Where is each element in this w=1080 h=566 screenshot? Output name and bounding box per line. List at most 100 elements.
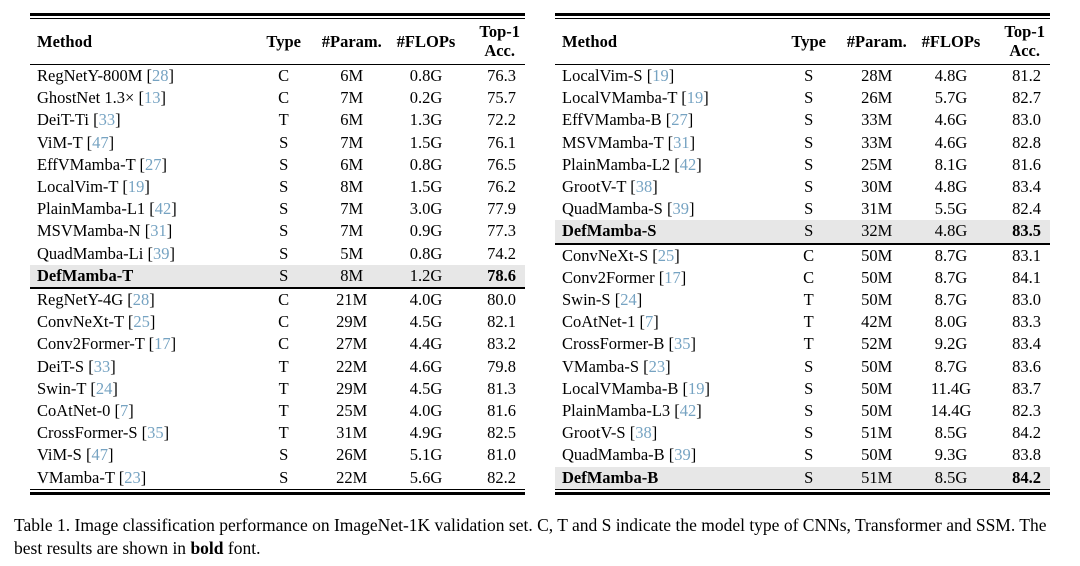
top1-acc-cell: 75.7	[487, 88, 516, 108]
flops-cell: 0.8G	[409, 66, 443, 85]
top1-acc-cell: 81.3	[487, 378, 516, 398]
params-cell: 33M	[861, 132, 893, 152]
type-cell: S	[279, 132, 289, 152]
flops-cell: 4.5G	[409, 312, 443, 332]
citation-ref: 28	[152, 66, 169, 85]
method-cell: LocalVim-S [19]	[562, 66, 675, 85]
params-cell: 26M	[336, 445, 368, 465]
table-bottom-rule	[555, 488, 1050, 495]
method-cell: PlainMamba-L2 [42]	[562, 154, 702, 174]
method-name: MSVMamba-T	[562, 132, 664, 152]
method-name: MSVMamba-N	[37, 221, 141, 241]
flops-cell: 5.5G	[934, 199, 968, 219]
flops-cell: 8.5G	[934, 467, 968, 487]
table-row: DeiT-Ti [33] T 6M 1.3G 72.2	[30, 109, 525, 131]
type-cell: S	[804, 445, 814, 465]
top1-acc-cell: 84.1	[1012, 267, 1041, 287]
method-cell: MSVMamba-T [31]	[562, 132, 696, 152]
imagenet-table-small-models: Method Type #Param. #FLOPs Top-1 Acc. Re…	[30, 19, 525, 489]
flops-cell: 8.7G	[934, 267, 968, 287]
flops-cell: 0.8G	[409, 243, 443, 263]
type-cell: S	[804, 154, 814, 174]
top1-acc-cell: 82.3	[1012, 401, 1041, 421]
table-row: QuadMamba-Li [39] S 5M 0.8G 74.2	[30, 243, 525, 265]
method-cell: DefMamba-B	[555, 467, 778, 489]
table-row: RegNetY-4G [28] C 21M 4.0G 80.0	[30, 287, 525, 312]
top1-acc-cell: 79.8	[487, 356, 516, 376]
method-name: Swin-S	[562, 290, 611, 310]
params-cell: 22M	[336, 356, 368, 376]
flops-cell: 9.3G	[934, 445, 968, 465]
params-cell: 50M	[839, 242, 914, 267]
table-row: CrossFormer-S [35] T 31M 4.9G 82.5	[30, 422, 525, 444]
table-row: CrossFormer-B [35] T 52M 9.2G 83.4	[555, 333, 1050, 355]
col-header-type: Type	[252, 19, 315, 65]
citation-ref: 33	[93, 356, 111, 376]
table-row: MSVMamba-T [31] S 33M 4.6G 82.8	[555, 132, 1050, 154]
params-cell: 32M	[861, 221, 893, 241]
type-cell: T	[278, 356, 289, 376]
params-cell: 7M	[340, 199, 364, 219]
method-cell: QuadMamba-Li [39]	[37, 243, 175, 263]
method-name: DefMamba-T	[37, 265, 134, 285]
citation-ref: 38	[635, 423, 652, 443]
type-cell: S	[804, 88, 814, 108]
col-header-params: #Param.	[839, 19, 914, 65]
table-row: PlainMamba-L2 [42] S 25M 8.1G 81.6	[555, 154, 1050, 176]
method-cell: QuadMamba-B [39]	[562, 445, 697, 465]
type-cell: T	[278, 423, 289, 443]
method-cell: PlainMamba-L1 [42]	[37, 199, 177, 219]
flops-cell: 5.7G	[934, 88, 968, 108]
table-row: ViM-S [47] S 26M 5.1G 81.0	[30, 444, 525, 466]
method-name: Conv2Former	[562, 267, 655, 287]
type-cell: C	[278, 88, 290, 108]
type-cell: S	[804, 132, 814, 152]
top1-acc-cell: 80.0	[463, 287, 525, 312]
type-cell: T	[278, 378, 289, 398]
method-name: LocalVim-S	[562, 66, 643, 85]
flops-cell: 8.5G	[934, 423, 968, 443]
table-row: MSVMamba-N [31] S 7M 0.9G 77.3	[30, 220, 525, 242]
method-cell: Swin-T [24]	[37, 378, 118, 398]
params-cell: 52M	[861, 334, 893, 354]
params-cell: 29M	[336, 312, 368, 332]
flops-cell: 4.9G	[409, 423, 443, 443]
method-cell: PlainMamba-L3 [42]	[562, 401, 702, 421]
top1-acc-cell: 82.2	[487, 467, 516, 487]
params-cell: 22M	[336, 467, 368, 487]
type-cell: S	[279, 221, 289, 241]
method-name: CoAtNet-0	[37, 401, 111, 421]
table-row: LocalVMamba-T [19] S 26M 5.7G 82.7	[555, 87, 1050, 109]
method-cell: GhostNet 1.3× [13]	[37, 88, 166, 108]
type-cell: S	[804, 221, 814, 241]
method-name: CoAtNet-1	[562, 312, 636, 332]
citation-ref: 39	[152, 243, 170, 263]
method-name: QuadMamba-B	[562, 445, 665, 465]
type-cell: C	[777, 242, 840, 267]
params-cell: 8M	[340, 177, 364, 197]
table-row: ConvNeXt-S [25] C 50M 8.7G 83.1	[555, 242, 1050, 267]
type-cell: S	[279, 243, 289, 263]
citation-ref: 7	[644, 312, 654, 332]
flops-cell: 4.0G	[388, 287, 464, 312]
citation-ref: 35	[147, 423, 164, 443]
method-cell: ViM-T [47]	[37, 132, 115, 152]
type-cell: S	[279, 265, 289, 285]
citation-ref: 33	[98, 110, 116, 130]
method-cell: GrootV-S [38]	[562, 423, 658, 443]
top1-acc-cell: 81.6	[487, 401, 516, 421]
citation-ref: 39	[674, 445, 691, 465]
params-cell: 5M	[340, 243, 364, 263]
method-name: ViM-S	[37, 445, 82, 465]
citation-ref: 24	[620, 290, 637, 310]
col-header-flops: #FLOPs	[913, 19, 989, 65]
citation-ref: 39	[672, 199, 689, 219]
top1-acc-cell: 83.7	[1012, 378, 1041, 398]
table-section: ConvNeXt-S [25] C 50M 8.7G 83.1 Conv2Former […	[555, 242, 1050, 489]
table-top-rule	[555, 13, 1050, 19]
citation-ref: 17	[664, 267, 681, 287]
table-row: LocalVim-T [19] S 8M 1.5G 76.2	[30, 176, 525, 198]
table-section: LocalVim-S [19] S 28M 4.8G 81.2 LocalVMamba-T…	[555, 65, 1050, 244]
table-row: VMamba-S [23] S 50M 8.7G 83.6	[555, 356, 1050, 378]
top1-acc-cell: 76.5	[487, 154, 516, 174]
